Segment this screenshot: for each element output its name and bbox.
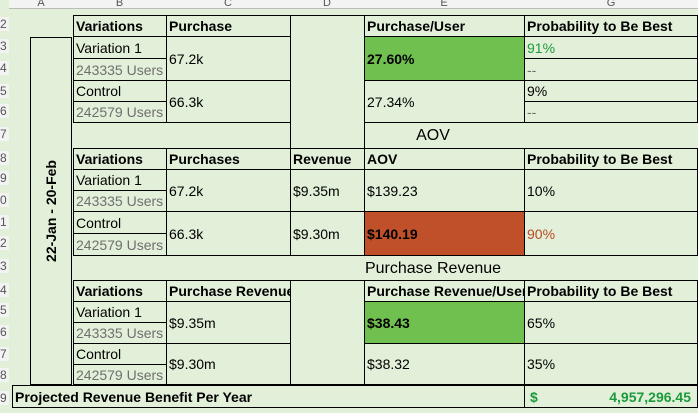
row-header[interactable]: 4 xyxy=(0,61,9,75)
column-header-a[interactable]: A xyxy=(9,0,73,9)
row-header[interactable]: 9 xyxy=(0,171,9,185)
rev-control-name[interactable]: Control xyxy=(73,343,167,365)
row-header[interactable]: 6 xyxy=(0,325,9,339)
rev-variation-1-revenue[interactable]: $9.35m xyxy=(166,301,291,344)
aov-control-revenue[interactable]: $9.30m xyxy=(290,211,365,256)
header-purchase[interactable]: Purchase xyxy=(166,15,291,37)
aov-control-aov[interactable]: $140.19 xyxy=(364,211,525,256)
variation-1-probability[interactable]: 91% xyxy=(524,36,698,59)
rev-variation-1-name[interactable]: Variation 1 xyxy=(73,301,167,323)
date-range-label[interactable]: 22-Jan - 20-Feb xyxy=(30,37,72,385)
purchase-revenue-section-title[interactable]: Purchase Revenue xyxy=(364,260,502,277)
aov-header-purchases[interactable]: Purchases xyxy=(166,148,291,170)
aov-header-revenue[interactable]: Revenue xyxy=(290,148,365,170)
aov-variation-1-probability[interactable]: 10% xyxy=(524,169,698,212)
aov-control-name[interactable]: Control xyxy=(73,211,167,234)
rev-control-probability[interactable]: 35% xyxy=(524,343,698,385)
variation-1-purchase[interactable]: 67.2k xyxy=(166,36,291,81)
aov-variation-1-users[interactable]: 243335 Users xyxy=(73,190,167,212)
column-header-b[interactable]: B xyxy=(73,0,166,9)
aov-variation-1-purchases[interactable]: 67.2k xyxy=(166,169,291,212)
row-header[interactable]: 2 xyxy=(0,17,9,31)
projected-benefit-value[interactable]: 4,957,296.45 xyxy=(609,389,691,405)
row-header[interactable]: 7 xyxy=(0,347,9,361)
projected-benefit-label[interactable]: Projected Revenue Benefit Per Year xyxy=(12,385,525,408)
control-probability-2[interactable]: -- xyxy=(524,101,698,123)
header-probability[interactable]: Probability to Be Best xyxy=(524,15,698,37)
control-name[interactable]: Control xyxy=(73,80,167,102)
rev-control-users[interactable]: 242579 Users xyxy=(73,364,167,385)
aov-header-probability[interactable]: Probability to Be Best xyxy=(524,148,698,170)
control-users[interactable]: 242579 Users xyxy=(73,101,167,123)
control-probability[interactable]: 9% xyxy=(524,80,698,102)
variation-1-name[interactable]: Variation 1 xyxy=(73,36,167,59)
row-header[interactable]: 1 xyxy=(0,215,9,229)
aov-control-users[interactable]: 242579 Users xyxy=(73,233,167,256)
variation-1-users[interactable]: 243335 Users xyxy=(73,58,167,81)
cell-empty[interactable] xyxy=(290,280,365,385)
header-variations[interactable]: Variations xyxy=(73,15,167,37)
column-header-c[interactable]: C xyxy=(166,0,290,9)
rev-variation-1-users[interactable]: 243335 Users xyxy=(73,322,167,344)
row-header[interactable]: 0 xyxy=(0,193,9,207)
row-header[interactable]: 8 xyxy=(0,368,9,382)
header-purchase-user[interactable]: Purchase/User xyxy=(364,15,525,37)
column-header-g[interactable]: G xyxy=(524,0,698,9)
rev-control-revenue[interactable]: $9.30m xyxy=(166,343,291,385)
aov-variation-1-revenue[interactable]: $9.35m xyxy=(290,169,365,212)
row-header[interactable]: 5 xyxy=(0,303,9,317)
row-header[interactable]: 3 xyxy=(0,39,9,53)
rev-control-revenue-user[interactable]: $38.32 xyxy=(364,343,525,385)
rev-header-revenue-user[interactable]: Purchase Revenue/User xyxy=(364,280,525,302)
row-header[interactable]: 2 xyxy=(0,236,9,250)
column-header-d[interactable]: D xyxy=(290,0,364,9)
aov-control-purchases[interactable]: 66.3k xyxy=(166,211,291,256)
aov-variation-1-name[interactable]: Variation 1 xyxy=(73,169,167,191)
row-header[interactable]: 5 xyxy=(0,84,9,98)
variation-1-purchase-user[interactable]: 27.60% xyxy=(364,36,525,81)
row-header[interactable]: 9 xyxy=(0,391,9,405)
column-header-e[interactable]: E xyxy=(364,0,524,9)
rev-header-probability[interactable]: Probability to Be Best xyxy=(524,280,698,302)
aov-section-title[interactable]: AOV xyxy=(416,127,450,144)
row-header[interactable]: 4 xyxy=(0,283,9,297)
aov-header-aov[interactable]: AOV xyxy=(364,148,525,170)
rev-variation-1-revenue-user[interactable]: $38.43 xyxy=(364,301,525,344)
aov-control-probability[interactable]: 90% xyxy=(524,211,698,256)
aov-header-variations[interactable]: Variations xyxy=(73,148,167,170)
control-purchase-user[interactable]: 27.34% xyxy=(364,80,525,123)
control-purchase[interactable]: 66.3k xyxy=(166,80,291,123)
row-header[interactable]: 3 xyxy=(0,259,9,273)
row-header[interactable]: 6 xyxy=(0,104,9,118)
rev-header-variations[interactable]: Variations xyxy=(73,280,167,302)
variation-1-probability-2[interactable]: -- xyxy=(524,58,698,81)
date-range-text: 22-Jan - 20-Feb xyxy=(43,160,59,262)
rev-header-purchase-revenue[interactable]: Purchase Revenue xyxy=(166,280,291,302)
rev-variation-1-probability[interactable]: 65% xyxy=(524,301,698,344)
row-header[interactable]: 7 xyxy=(0,127,9,141)
row-header[interactable]: 8 xyxy=(0,151,9,165)
aov-variation-1-aov[interactable]: $139.23 xyxy=(364,169,525,212)
